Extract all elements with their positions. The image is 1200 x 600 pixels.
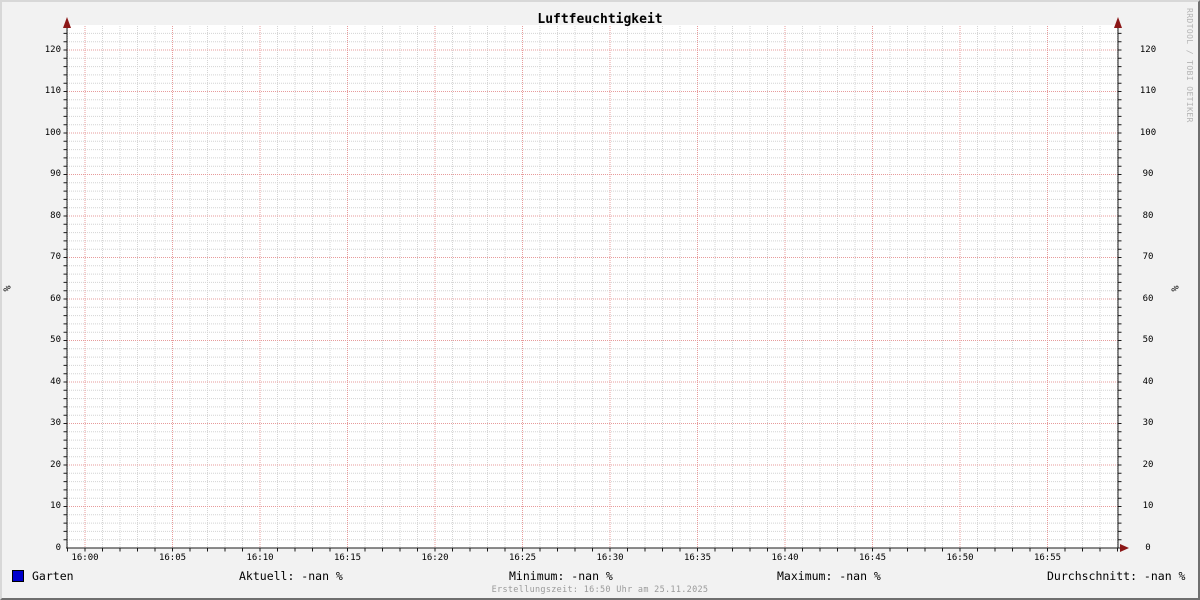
y-tick-label-left: 0	[55, 542, 61, 553]
y-axis-unit-right: %	[1170, 285, 1182, 292]
legend-stat-aktuell: Aktuell: -nan %	[239, 569, 343, 583]
y-tick-label-left: 40	[50, 376, 61, 387]
y-tick-label-right: 20	[1142, 459, 1154, 470]
x-tick-label: 16:15	[333, 553, 362, 563]
creation-timestamp: Erstellungszeit: 16:50 Uhr am 25.11.2025	[491, 585, 709, 595]
y-tick-label-left: 80	[50, 210, 61, 221]
rrdtool-watermark: RRDTOOL / TOBI OETIKER	[1185, 8, 1194, 123]
y-tick-label-right: 30	[1142, 418, 1154, 428]
y-tick-label-left: 20	[50, 459, 61, 470]
y-tick-label-right: 10	[1142, 501, 1154, 511]
y-tick-label-right: 60	[1142, 293, 1154, 304]
x-tick-label: 16:45	[858, 553, 887, 563]
x-tick-label: 16:25	[508, 553, 537, 563]
y-tick-label-right: 120	[1139, 44, 1157, 55]
legend-stat-durchschnitt: Durchschnitt: -nan %	[1047, 569, 1186, 583]
y-tick-label-right: 90	[1142, 169, 1154, 179]
x-tick-label: 16:50	[946, 553, 974, 563]
series-name-label: Garten	[32, 569, 74, 583]
y-tick-label-right: 0	[1145, 542, 1151, 553]
y-axis-unit-left: %	[2, 285, 14, 292]
x-tick-label: 16:00	[71, 553, 99, 563]
y-tick-label-left: 120	[44, 44, 61, 55]
y-tick-label-right: 80	[1142, 210, 1154, 221]
y-tick-label-right: 40	[1142, 376, 1154, 387]
x-tick-label: 16:20	[421, 553, 449, 563]
legend-stat-minimum: Minimum: -nan %	[509, 569, 613, 583]
chart-title: Luftfeuchtigkeit	[537, 12, 663, 27]
x-tick-label: 16:10	[246, 553, 274, 563]
y-tick-label-right: 70	[1142, 252, 1154, 262]
x-tick-label: 16:05	[158, 553, 187, 563]
y-tick-label-left: 30	[50, 418, 61, 428]
legend-stat-maximum: Maximum: -nan %	[777, 569, 881, 583]
y-tick-label-left: 60	[50, 293, 61, 304]
y-tick-label-left: 110	[44, 86, 61, 96]
x-tick-label: 16:35	[683, 553, 712, 563]
y-tick-label-right: 110	[1139, 86, 1157, 96]
x-tick-label: 16:55	[1033, 553, 1062, 563]
y-tick-label-left: 100	[44, 127, 61, 138]
y-tick-label-left: 10	[50, 501, 61, 511]
x-tick-label: 16:40	[771, 553, 799, 563]
y-tick-label-left: 70	[50, 252, 61, 262]
y-tick-label-right: 50	[1142, 335, 1154, 345]
series-color-swatch	[12, 570, 24, 582]
x-tick-label: 16:30	[596, 553, 624, 563]
y-tick-label-left: 50	[50, 335, 61, 345]
y-tick-label-left: 90	[50, 169, 61, 179]
y-tick-label-right: 100	[1139, 127, 1157, 138]
